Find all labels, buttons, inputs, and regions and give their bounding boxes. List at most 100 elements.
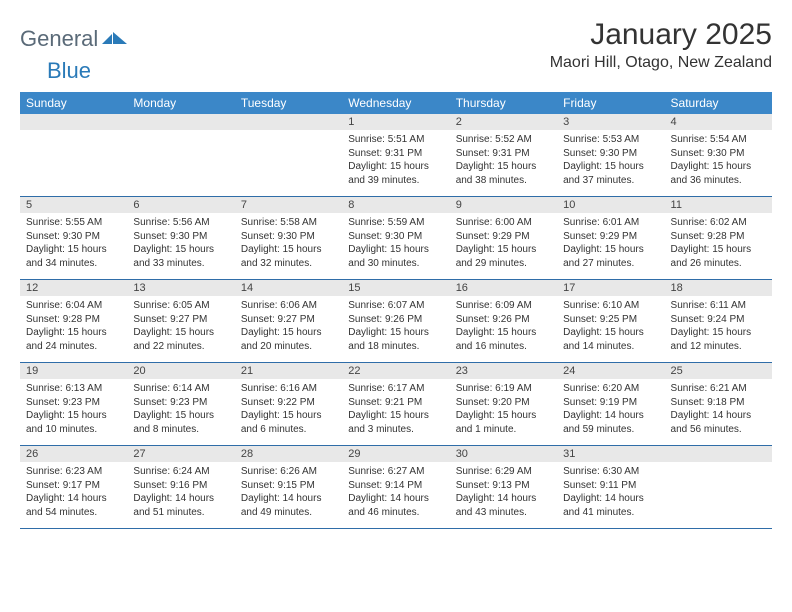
sunrise-line: Sunrise: 6:27 AM	[348, 465, 443, 479]
daylight-line: Daylight: 15 hours and 29 minutes.	[456, 243, 551, 270]
sunset-line: Sunset: 9:23 PM	[26, 396, 121, 410]
day-details: Sunrise: 5:52 AMSunset: 9:31 PMDaylight:…	[450, 130, 557, 191]
sunset-line: Sunset: 9:13 PM	[456, 479, 551, 493]
sunrise-line: Sunrise: 5:55 AM	[26, 216, 121, 230]
calendar-cell: 8Sunrise: 5:59 AMSunset: 9:30 PMDaylight…	[342, 197, 449, 280]
calendar-row: 5Sunrise: 5:55 AMSunset: 9:30 PMDaylight…	[20, 197, 772, 280]
daylight-line: Daylight: 14 hours and 51 minutes.	[133, 492, 228, 519]
title-block: January 2025 Maori Hill, Otago, New Zeal…	[550, 18, 772, 72]
dow-mon: Monday	[127, 92, 234, 114]
sunset-line: Sunset: 9:24 PM	[671, 313, 766, 327]
daylight-line: Daylight: 15 hours and 30 minutes.	[348, 243, 443, 270]
daylight-line: Daylight: 14 hours and 49 minutes.	[241, 492, 336, 519]
daylight-line: Daylight: 15 hours and 36 minutes.	[671, 160, 766, 187]
sunrise-line: Sunrise: 6:19 AM	[456, 382, 551, 396]
calendar-cell: 27Sunrise: 6:24 AMSunset: 9:16 PMDayligh…	[127, 446, 234, 529]
sunset-line: Sunset: 9:30 PM	[241, 230, 336, 244]
day-details: Sunrise: 6:16 AMSunset: 9:22 PMDaylight:…	[235, 379, 342, 440]
sunset-line: Sunset: 9:29 PM	[456, 230, 551, 244]
calendar-cell: 20Sunrise: 6:14 AMSunset: 9:23 PMDayligh…	[127, 363, 234, 446]
day-details: Sunrise: 6:23 AMSunset: 9:17 PMDaylight:…	[20, 462, 127, 523]
calendar-cell: 24Sunrise: 6:20 AMSunset: 9:19 PMDayligh…	[557, 363, 664, 446]
sunrise-line: Sunrise: 6:07 AM	[348, 299, 443, 313]
daylight-line: Daylight: 15 hours and 12 minutes.	[671, 326, 766, 353]
day-number: 29	[342, 446, 449, 462]
sunrise-line: Sunrise: 5:54 AM	[671, 133, 766, 147]
sunrise-line: Sunrise: 6:10 AM	[563, 299, 658, 313]
day-number: 14	[235, 280, 342, 296]
daylight-line: Daylight: 15 hours and 8 minutes.	[133, 409, 228, 436]
day-details: Sunrise: 6:09 AMSunset: 9:26 PMDaylight:…	[450, 296, 557, 357]
day-details: Sunrise: 6:20 AMSunset: 9:19 PMDaylight:…	[557, 379, 664, 440]
page-title: January 2025	[550, 18, 772, 52]
calendar-cell: 11Sunrise: 6:02 AMSunset: 9:28 PMDayligh…	[665, 197, 772, 280]
daylight-line: Daylight: 14 hours and 56 minutes.	[671, 409, 766, 436]
daylight-line: Daylight: 15 hours and 32 minutes.	[241, 243, 336, 270]
dow-row: Sunday Monday Tuesday Wednesday Thursday…	[20, 92, 772, 114]
sunrise-line: Sunrise: 6:04 AM	[26, 299, 121, 313]
calendar-cell: 6Sunrise: 5:56 AMSunset: 9:30 PMDaylight…	[127, 197, 234, 280]
calendar-cell: 23Sunrise: 6:19 AMSunset: 9:20 PMDayligh…	[450, 363, 557, 446]
sunrise-line: Sunrise: 6:30 AM	[563, 465, 658, 479]
daylight-line: Daylight: 15 hours and 14 minutes.	[563, 326, 658, 353]
sunset-line: Sunset: 9:11 PM	[563, 479, 658, 493]
daylight-line: Daylight: 14 hours and 41 minutes.	[563, 492, 658, 519]
logo-text-blue: Blue	[47, 58, 91, 83]
calendar-cell: 31Sunrise: 6:30 AMSunset: 9:11 PMDayligh…	[557, 446, 664, 529]
sunset-line: Sunset: 9:30 PM	[348, 230, 443, 244]
sunset-line: Sunset: 9:21 PM	[348, 396, 443, 410]
sunrise-line: Sunrise: 5:51 AM	[348, 133, 443, 147]
daylight-line: Daylight: 15 hours and 3 minutes.	[348, 409, 443, 436]
day-details: Sunrise: 6:27 AMSunset: 9:14 PMDaylight:…	[342, 462, 449, 523]
daylight-line: Daylight: 14 hours and 59 minutes.	[563, 409, 658, 436]
calendar-cell: 7Sunrise: 5:58 AMSunset: 9:30 PMDaylight…	[235, 197, 342, 280]
sunrise-line: Sunrise: 6:09 AM	[456, 299, 551, 313]
day-details: Sunrise: 6:04 AMSunset: 9:28 PMDaylight:…	[20, 296, 127, 357]
day-details: Sunrise: 5:54 AMSunset: 9:30 PMDaylight:…	[665, 130, 772, 191]
sunset-line: Sunset: 9:15 PM	[241, 479, 336, 493]
day-number: 12	[20, 280, 127, 296]
day-details: Sunrise: 6:01 AMSunset: 9:29 PMDaylight:…	[557, 213, 664, 274]
sunrise-line: Sunrise: 6:00 AM	[456, 216, 551, 230]
sunrise-line: Sunrise: 6:17 AM	[348, 382, 443, 396]
sunrise-line: Sunrise: 6:21 AM	[671, 382, 766, 396]
daylight-line: Daylight: 15 hours and 20 minutes.	[241, 326, 336, 353]
day-details: Sunrise: 6:24 AMSunset: 9:16 PMDaylight:…	[127, 462, 234, 523]
sunrise-line: Sunrise: 6:13 AM	[26, 382, 121, 396]
calendar-cell	[235, 114, 342, 197]
day-number: 22	[342, 363, 449, 379]
calendar-row: 12Sunrise: 6:04 AMSunset: 9:28 PMDayligh…	[20, 280, 772, 363]
day-number: 10	[557, 197, 664, 213]
calendar-cell: 25Sunrise: 6:21 AMSunset: 9:18 PMDayligh…	[665, 363, 772, 446]
calendar-row: 26Sunrise: 6:23 AMSunset: 9:17 PMDayligh…	[20, 446, 772, 529]
daylight-line: Daylight: 15 hours and 39 minutes.	[348, 160, 443, 187]
logo: General	[20, 18, 130, 52]
sunrise-line: Sunrise: 6:26 AM	[241, 465, 336, 479]
calendar-cell	[20, 114, 127, 197]
calendar-row: 1Sunrise: 5:51 AMSunset: 9:31 PMDaylight…	[20, 114, 772, 197]
sunrise-line: Sunrise: 6:14 AM	[133, 382, 228, 396]
daylight-line: Daylight: 15 hours and 10 minutes.	[26, 409, 121, 436]
day-details: Sunrise: 6:10 AMSunset: 9:25 PMDaylight:…	[557, 296, 664, 357]
dow-sun: Sunday	[20, 92, 127, 114]
day-number: 21	[235, 363, 342, 379]
calendar-cell: 18Sunrise: 6:11 AMSunset: 9:24 PMDayligh…	[665, 280, 772, 363]
sunset-line: Sunset: 9:30 PM	[133, 230, 228, 244]
page-subtitle: Maori Hill, Otago, New Zealand	[550, 54, 772, 72]
dow-wed: Wednesday	[342, 92, 449, 114]
day-details: Sunrise: 5:51 AMSunset: 9:31 PMDaylight:…	[342, 130, 449, 191]
day-details: Sunrise: 6:14 AMSunset: 9:23 PMDaylight:…	[127, 379, 234, 440]
sunrise-line: Sunrise: 6:06 AM	[241, 299, 336, 313]
sunset-line: Sunset: 9:16 PM	[133, 479, 228, 493]
day-number: 13	[127, 280, 234, 296]
logo-text-general: General	[20, 26, 98, 52]
daylight-line: Daylight: 14 hours and 43 minutes.	[456, 492, 551, 519]
sunrise-line: Sunrise: 5:53 AM	[563, 133, 658, 147]
calendar-cell: 9Sunrise: 6:00 AMSunset: 9:29 PMDaylight…	[450, 197, 557, 280]
day-number: 18	[665, 280, 772, 296]
day-number: 4	[665, 114, 772, 130]
calendar-cell: 21Sunrise: 6:16 AMSunset: 9:22 PMDayligh…	[235, 363, 342, 446]
day-details: Sunrise: 6:07 AMSunset: 9:26 PMDaylight:…	[342, 296, 449, 357]
calendar-cell: 26Sunrise: 6:23 AMSunset: 9:17 PMDayligh…	[20, 446, 127, 529]
calendar-cell	[127, 114, 234, 197]
